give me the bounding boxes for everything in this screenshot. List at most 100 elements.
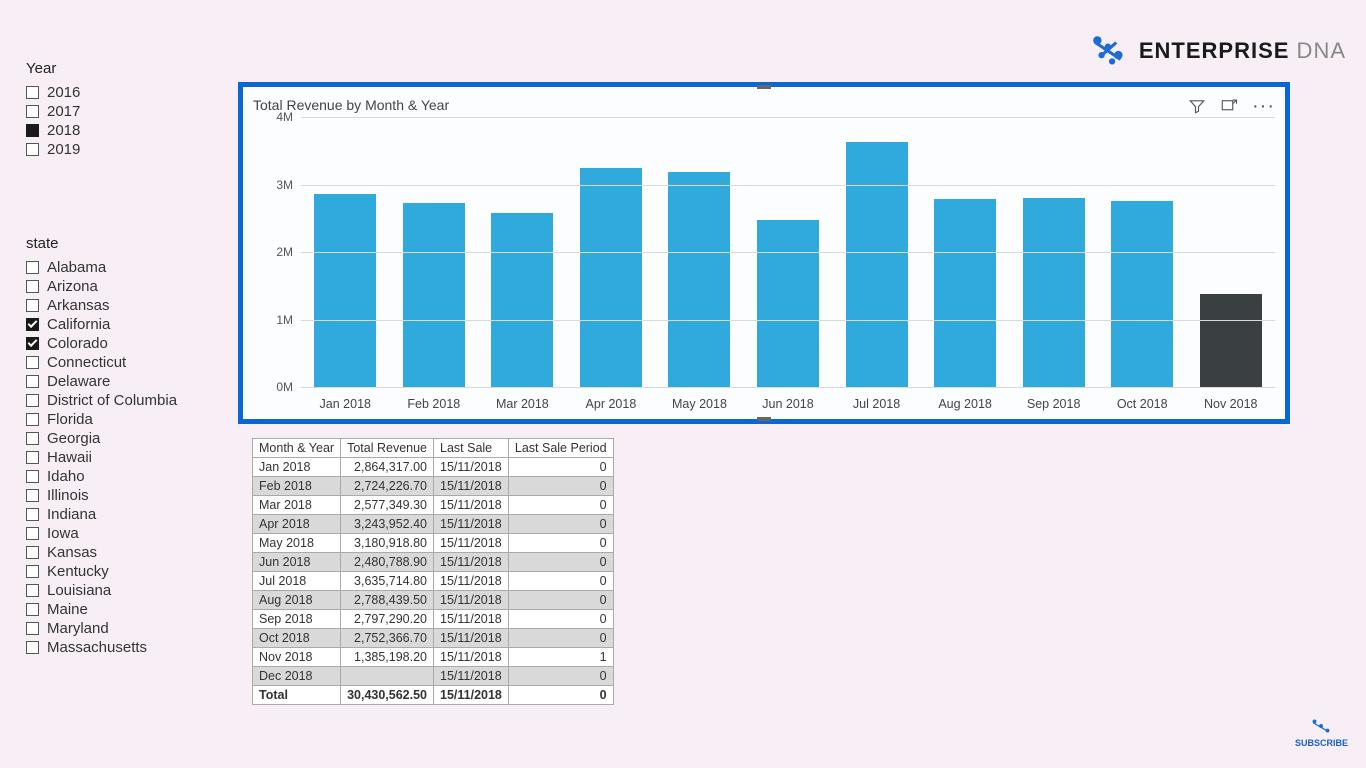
x-tick-label: Jan 2018: [301, 397, 390, 411]
selection-handle-top[interactable]: [757, 85, 771, 89]
checkbox-icon[interactable]: [26, 318, 39, 331]
bar[interactable]: [846, 142, 908, 387]
checkbox-icon[interactable]: [26, 527, 39, 540]
state-item[interactable]: Hawaii: [26, 448, 226, 467]
table-header[interactable]: Month & Year: [253, 439, 341, 458]
checkbox-icon[interactable]: [26, 641, 39, 654]
checkbox-icon[interactable]: [26, 451, 39, 464]
checkbox-icon[interactable]: [26, 143, 39, 156]
table-row[interactable]: May 20183,180,918.8015/11/20180: [253, 534, 614, 553]
checkbox-icon[interactable]: [26, 261, 39, 274]
state-item[interactable]: Florida: [26, 410, 226, 429]
bar[interactable]: [1023, 198, 1085, 387]
bar[interactable]: [1200, 294, 1262, 388]
checkbox-icon[interactable]: [26, 394, 39, 407]
state-item[interactable]: Georgia: [26, 429, 226, 448]
table-row[interactable]: Jul 20183,635,714.8015/11/20180: [253, 572, 614, 591]
table-row[interactable]: Nov 20181,385,198.2015/11/20181: [253, 648, 614, 667]
table-total-cell: 30,430,562.50: [341, 686, 434, 705]
table-cell: Sep 2018: [253, 610, 341, 629]
table-row[interactable]: Oct 20182,752,366.7015/11/20180: [253, 629, 614, 648]
checkbox-icon[interactable]: [26, 622, 39, 635]
checkbox-icon[interactable]: [26, 124, 39, 137]
year-item[interactable]: 2017: [26, 102, 206, 121]
gridline: [301, 117, 1275, 118]
checkbox-icon[interactable]: [26, 432, 39, 445]
state-item[interactable]: Arkansas: [26, 296, 226, 315]
table-cell: 15/11/2018: [434, 648, 509, 667]
table-row[interactable]: Feb 20182,724,226.7015/11/20180: [253, 477, 614, 496]
checkbox-icon[interactable]: [26, 299, 39, 312]
state-item[interactable]: California: [26, 315, 226, 334]
focus-mode-icon[interactable]: [1220, 97, 1238, 115]
revenue-table[interactable]: Month & YearTotal RevenueLast SaleLast S…: [252, 438, 614, 705]
revenue-chart[interactable]: Total Revenue by Month & Year ··· 0M1M2M…: [238, 82, 1290, 424]
checkbox-icon[interactable]: [26, 584, 39, 597]
state-label: Hawaii: [47, 449, 92, 466]
state-item[interactable]: Indiana: [26, 505, 226, 524]
state-item[interactable]: Illinois: [26, 486, 226, 505]
table-header[interactable]: Last Sale Period: [508, 439, 613, 458]
state-label: Georgia: [47, 430, 100, 447]
checkbox-icon[interactable]: [26, 86, 39, 99]
bar[interactable]: [491, 213, 553, 387]
checkbox-icon[interactable]: [26, 546, 39, 559]
state-item[interactable]: Alabama: [26, 258, 226, 277]
bar[interactable]: [314, 194, 376, 387]
state-item[interactable]: Connecticut: [26, 353, 226, 372]
table-row[interactable]: Jun 20182,480,788.9015/11/20180: [253, 553, 614, 572]
checkbox-icon[interactable]: [26, 470, 39, 483]
checkbox-icon[interactable]: [26, 337, 39, 350]
table-row[interactable]: Apr 20183,243,952.4015/11/20180: [253, 515, 614, 534]
bar[interactable]: [403, 203, 465, 387]
bar[interactable]: [580, 168, 642, 387]
state-item[interactable]: Iowa: [26, 524, 226, 543]
table-cell: 15/11/2018: [434, 553, 509, 572]
checkbox-icon[interactable]: [26, 565, 39, 578]
table-row[interactable]: Mar 20182,577,349.3015/11/20180: [253, 496, 614, 515]
state-item[interactable]: District of Columbia: [26, 391, 226, 410]
state-item[interactable]: Delaware: [26, 372, 226, 391]
state-item[interactable]: Maryland: [26, 619, 226, 638]
checkbox-icon[interactable]: [26, 105, 39, 118]
checkbox-icon[interactable]: [26, 508, 39, 521]
state-item[interactable]: Kansas: [26, 543, 226, 562]
table-row[interactable]: Sep 20182,797,290.2015/11/20180: [253, 610, 614, 629]
checkbox-icon[interactable]: [26, 356, 39, 369]
table-header[interactable]: Last Sale: [434, 439, 509, 458]
bar[interactable]: [1111, 201, 1173, 387]
table-row[interactable]: Dec 201815/11/20180: [253, 667, 614, 686]
x-tick-label: Sep 2018: [1009, 397, 1098, 411]
year-item[interactable]: 2019: [26, 140, 206, 159]
bar[interactable]: [668, 172, 730, 387]
table-cell: Dec 2018: [253, 667, 341, 686]
checkbox-icon[interactable]: [26, 489, 39, 502]
state-item[interactable]: Colorado: [26, 334, 226, 353]
table-cell: 0: [508, 496, 613, 515]
state-slicer: state AlabamaArizonaArkansasCaliforniaCo…: [26, 235, 226, 657]
more-options-icon[interactable]: ···: [1252, 100, 1275, 112]
state-item[interactable]: Louisiana: [26, 581, 226, 600]
state-item[interactable]: Kentucky: [26, 562, 226, 581]
subscribe-button[interactable]: SUBSCRIBE: [1295, 716, 1348, 748]
bar[interactable]: [934, 199, 996, 387]
selection-handle-bottom[interactable]: [757, 417, 771, 421]
checkbox-icon[interactable]: [26, 280, 39, 293]
table-cell: 1: [508, 648, 613, 667]
filter-icon[interactable]: [1188, 97, 1206, 115]
table-cell: 0: [508, 477, 613, 496]
table-row[interactable]: Aug 20182,788,439.5015/11/20180: [253, 591, 614, 610]
table-row[interactable]: Jan 20182,864,317.0015/11/20180: [253, 458, 614, 477]
checkbox-icon[interactable]: [26, 375, 39, 388]
table-cell: Oct 2018: [253, 629, 341, 648]
year-item[interactable]: 2018: [26, 121, 206, 140]
state-item[interactable]: Massachusetts: [26, 638, 226, 657]
checkbox-icon[interactable]: [26, 603, 39, 616]
table-header[interactable]: Total Revenue: [341, 439, 434, 458]
state-item[interactable]: Arizona: [26, 277, 226, 296]
state-item[interactable]: Maine: [26, 600, 226, 619]
checkbox-icon[interactable]: [26, 413, 39, 426]
state-item[interactable]: Idaho: [26, 467, 226, 486]
bar[interactable]: [757, 220, 819, 387]
year-item[interactable]: 2016: [26, 83, 206, 102]
